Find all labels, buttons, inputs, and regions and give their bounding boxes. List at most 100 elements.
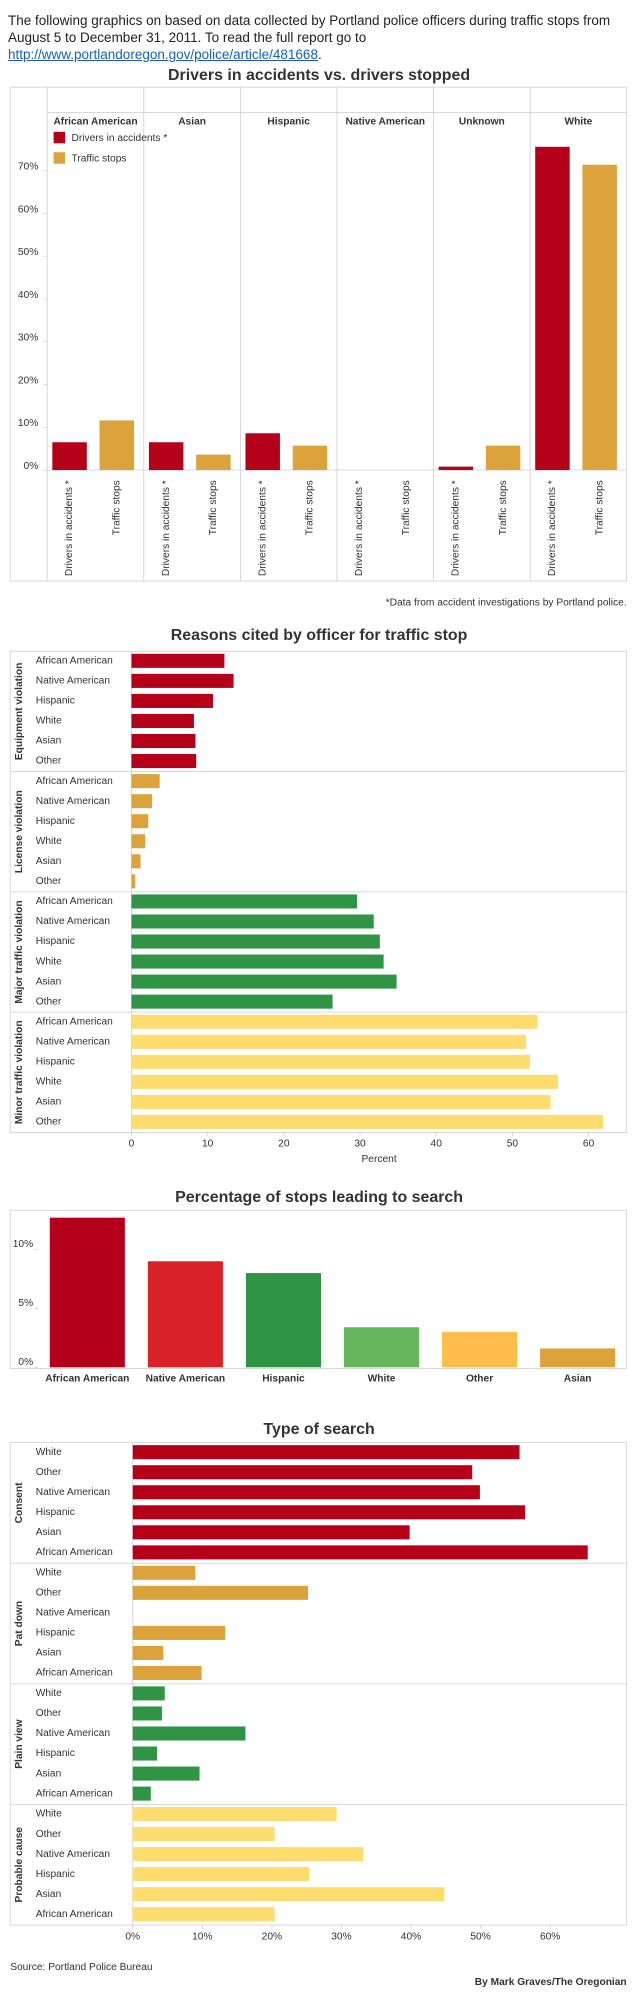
facet-label: Probable cause — [14, 1827, 25, 1903]
bar — [132, 1585, 309, 1600]
x-sub-label: Drivers in accidents * — [547, 480, 558, 576]
category-label: Asian — [36, 1527, 62, 1538]
x-sub-label: Traffic stops — [594, 480, 605, 535]
bar — [132, 1445, 520, 1460]
intro-end: . — [317, 47, 322, 62]
x-tick-label: 60 — [583, 1139, 595, 1150]
bar — [132, 1645, 164, 1660]
facet-label: Consent — [14, 1482, 25, 1523]
bar — [438, 466, 474, 471]
bar — [132, 1465, 473, 1480]
x-sub-label: Drivers in accidents * — [354, 480, 365, 576]
category-label: Other — [36, 1117, 62, 1128]
x-tick-label: 60% — [540, 1931, 560, 1942]
bar — [132, 1746, 158, 1761]
bar — [132, 1726, 246, 1741]
y-tick-label: 0% — [24, 461, 39, 472]
bar — [49, 1217, 125, 1368]
x-sub-label: Drivers in accidents * — [161, 480, 172, 576]
x-sub-label: Traffic stops — [305, 480, 316, 535]
bar — [131, 1054, 530, 1069]
report-link[interactable]: http://www.portlandoregon.gov/police/art… — [8, 47, 318, 62]
category-label: Other — [36, 1829, 62, 1840]
bar — [131, 854, 141, 869]
x-tick-label: 20 — [278, 1139, 290, 1150]
facet-label: Minor traffic violation — [14, 1020, 25, 1124]
bar — [131, 673, 234, 688]
group-label: Hispanic — [267, 116, 310, 127]
x-tick-label: 0 — [129, 1139, 135, 1150]
category-label: Other — [36, 756, 62, 767]
x-tick-label: 40% — [401, 1931, 421, 1942]
bar — [132, 1625, 226, 1640]
bar — [131, 754, 197, 769]
bar — [131, 733, 196, 749]
category-label: African American — [36, 896, 113, 907]
bar — [131, 974, 397, 989]
bar — [292, 445, 328, 471]
category-label: Hispanic — [36, 936, 75, 947]
facet-label: License violation — [14, 790, 25, 873]
bar — [132, 1665, 202, 1681]
bar — [343, 1327, 420, 1368]
category-label: White — [36, 716, 62, 727]
bar — [540, 1348, 616, 1368]
x-tick-label: 50 — [507, 1139, 519, 1150]
x-tick-label: 40 — [431, 1139, 443, 1150]
x-tick-label: 20% — [262, 1931, 282, 1942]
facet-label: Equipment violation — [14, 663, 25, 760]
bar — [132, 1545, 588, 1560]
x-sub-label: Drivers in accidents * — [64, 480, 75, 576]
bar — [131, 934, 380, 949]
legend-label: Traffic stops — [71, 153, 126, 164]
x-tick-label: 30% — [331, 1931, 351, 1942]
category-label: Asian — [36, 976, 62, 987]
x-tick-label: 30 — [354, 1139, 366, 1150]
bar — [132, 1847, 364, 1862]
category-label: Native American — [36, 1728, 111, 1739]
category-label: Native American — [36, 1608, 111, 1619]
footnote: *Data from accident investigations by Po… — [386, 597, 627, 608]
bar — [131, 713, 194, 728]
category-label: Native American — [36, 796, 111, 807]
x-sub-label: Traffic stops — [208, 480, 219, 535]
bar — [131, 834, 146, 849]
category-label: Asian — [36, 1648, 62, 1659]
bar — [131, 1114, 604, 1129]
category-label: White — [36, 956, 62, 967]
frame — [9, 1209, 628, 1369]
facet-label: Plain view — [14, 1719, 25, 1768]
group-label: African American — [53, 116, 137, 127]
bar — [245, 1273, 321, 1368]
bar — [132, 1525, 410, 1540]
category-label: African American — [36, 1668, 113, 1679]
x-sub-label: Traffic stops — [498, 480, 509, 535]
category-label: Hispanic — [36, 816, 75, 827]
bar — [131, 653, 225, 668]
category-label: Hispanic — [36, 1057, 75, 1068]
bar — [131, 1034, 527, 1049]
bar — [52, 442, 87, 471]
x-tick-label: Native American — [146, 1374, 226, 1385]
y-tick-label: 10% — [13, 1239, 33, 1250]
bar — [132, 1766, 200, 1781]
category-label: Hispanic — [36, 1628, 75, 1639]
y-tick-label: 5% — [18, 1298, 33, 1309]
category-label: Asian — [36, 856, 62, 867]
bar — [132, 1786, 151, 1801]
y-tick-label: 20% — [18, 375, 38, 386]
bar — [131, 874, 136, 889]
y-tick-label: 70% — [18, 162, 38, 173]
source: Source: Portland Police Bureau — [10, 1962, 152, 1973]
chart-title: Percentage of stops leading to search — [175, 1189, 463, 1206]
bar — [131, 914, 374, 929]
category-label: Asian — [36, 736, 62, 747]
bar — [132, 1565, 196, 1580]
bar — [535, 146, 570, 471]
category-label: Asian — [36, 1889, 62, 1900]
category-label: Other — [36, 1588, 62, 1599]
legend-swatch — [53, 131, 66, 144]
category-label: African American — [36, 656, 113, 667]
